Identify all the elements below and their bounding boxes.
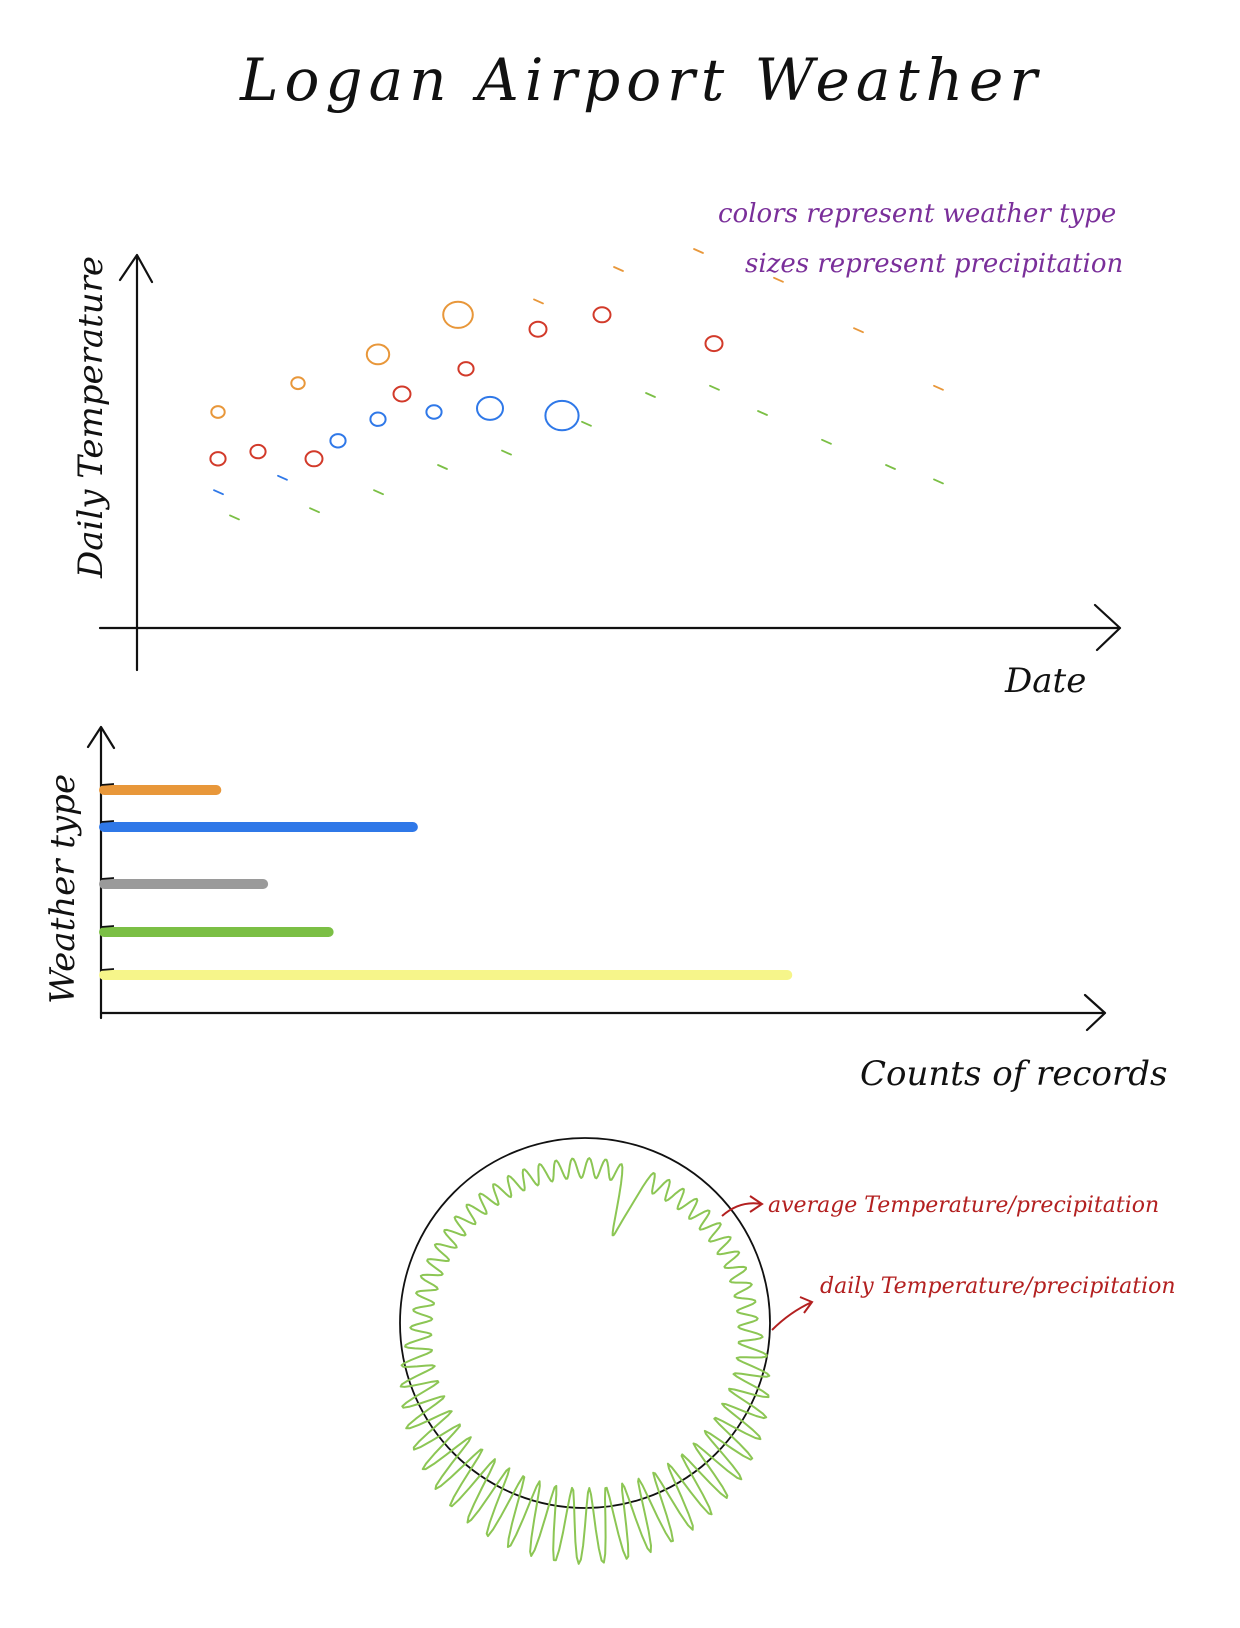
scatter-point-blue-0 — [213, 489, 224, 496]
scatter-point-red-2 — [304, 450, 324, 468]
bar-x-label: Counts of records — [860, 1054, 1167, 1094]
scatter-point-green-1 — [309, 507, 320, 514]
scatter-point-blue-2 — [329, 433, 347, 449]
scatter-point-red-4 — [457, 361, 475, 377]
scatter-point-orange-1 — [290, 376, 306, 391]
scatter-point-orange-5 — [613, 266, 624, 272]
scatter-point-red-3 — [392, 385, 412, 403]
scatter-point-blue-3 — [369, 411, 387, 427]
legend-note-sizes: sizes represent precipitation — [745, 249, 1123, 279]
scatter-x-axis — [98, 603, 1122, 652]
annotation-average: average Temperature/precipitation — [768, 1193, 1159, 1218]
scatter-point-green-8 — [757, 410, 768, 416]
bar-tick-blue — [100, 820, 115, 823]
scatter-point-green-10 — [885, 464, 896, 470]
bar-y-label: Weather type — [43, 774, 83, 1004]
scatter-point-green-6 — [645, 392, 656, 398]
scatter-point-green-3 — [437, 464, 448, 470]
page-title: Logan Airport Weather — [239, 46, 1043, 114]
scatter-point-blue-4 — [425, 404, 443, 420]
bar-x-axis — [99, 993, 1107, 1032]
annotation-arrow-average — [721, 1195, 764, 1217]
scatter-point-orange-2 — [365, 343, 391, 366]
bar-tick-gray — [100, 877, 115, 880]
scatter-y-label: Daily Temperature — [71, 256, 111, 579]
bar-tick-green — [100, 925, 115, 928]
scatter-y-axis — [118, 253, 154, 672]
legend-note-colors: colors represent weather type — [718, 199, 1116, 229]
scatter-point-green-4 — [501, 449, 512, 456]
scatter-point-red-1 — [249, 443, 267, 460]
scatter-point-red-0 — [209, 451, 227, 467]
scatter-point-blue-1 — [277, 474, 288, 481]
annotation-arrow-daily — [771, 1296, 814, 1331]
scatter-x-label: Date — [1004, 661, 1086, 701]
scatter-point-red-5 — [528, 320, 548, 338]
scatter-point-orange-0 — [210, 405, 226, 419]
scatter-panel: Daily Temperature Date colors represent … — [71, 199, 1123, 701]
scatter-marks — [209, 248, 944, 521]
scatter-point-blue-6 — [544, 399, 580, 432]
scatter-point-red-6 — [592, 306, 612, 324]
scatter-point-orange-9 — [933, 384, 944, 391]
bar-panel: Weather type Counts of records — [43, 725, 1167, 1094]
radial-base-circle — [399, 1137, 771, 1509]
scatter-point-green-7 — [709, 384, 720, 391]
scatter-point-orange-4 — [533, 298, 544, 305]
scatter-point-orange-7 — [773, 276, 784, 283]
scatter-point-red-7 — [704, 335, 724, 353]
scatter-point-blue-5 — [476, 395, 504, 421]
bar-tick-orange — [100, 783, 115, 786]
bar-marks — [99, 783, 793, 980]
scatter-point-orange-3 — [442, 300, 474, 329]
scatter-point-green-9 — [821, 438, 832, 445]
scatter-point-orange-6 — [693, 248, 704, 254]
scatter-point-green-2 — [373, 489, 384, 496]
annotation-daily: daily Temperature/precipitation — [820, 1274, 1176, 1299]
scatter-point-green-11 — [933, 478, 944, 485]
scatter-point-orange-8 — [853, 327, 864, 334]
radial-panel: average Temperature/precipitation daily … — [399, 1137, 1176, 1565]
scatter-point-green-0 — [229, 514, 240, 521]
bar-tick-yellow — [100, 968, 115, 971]
radial-daily-line — [399, 1157, 771, 1565]
scatter-point-green-5 — [581, 420, 592, 427]
